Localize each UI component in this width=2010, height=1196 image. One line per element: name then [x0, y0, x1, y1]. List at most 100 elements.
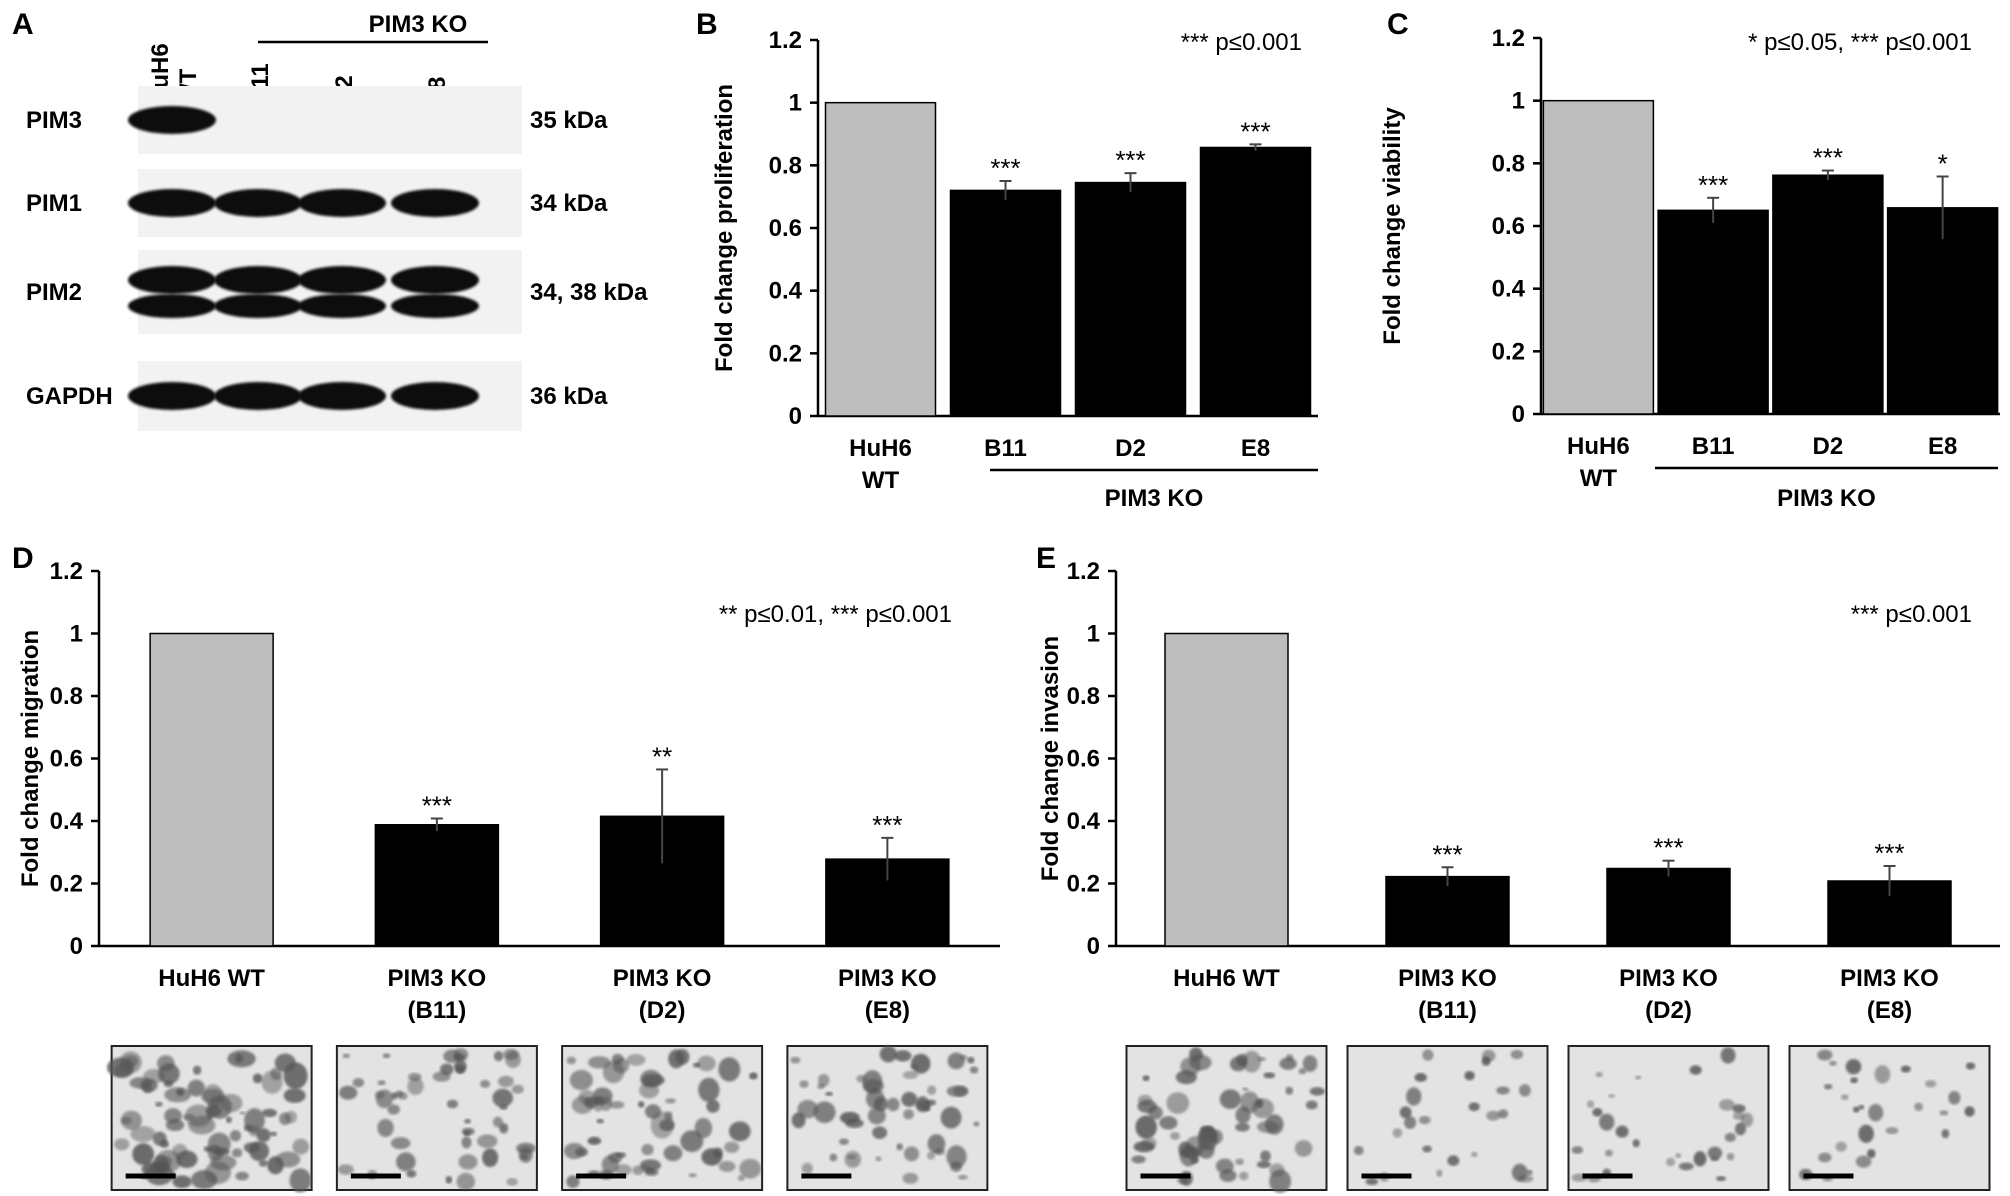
- cell-cluster: [1914, 1102, 1924, 1112]
- cell-cluster: [886, 1097, 900, 1112]
- cell-cluster: [337, 1164, 354, 1175]
- cell-cluster: [129, 1077, 152, 1089]
- chart-b: B 0 0.2 0.4 0.6 0.8 1 1.2 Fold change proliferat…: [696, 8, 1318, 512]
- cell-cluster: [1309, 1087, 1325, 1096]
- cell-cluster: [492, 1116, 503, 1128]
- bar: [149, 632, 274, 947]
- cell-cluster: [463, 1130, 471, 1137]
- cell-cluster: [923, 1105, 931, 1112]
- blot-band: [298, 382, 386, 410]
- cell-cluster: [1716, 1176, 1727, 1182]
- category-label: PIM3 KO: [613, 965, 712, 992]
- category-label: PIM3 KO: [1840, 965, 1939, 992]
- cell-cluster: [518, 1147, 533, 1163]
- cell-cluster: [817, 1083, 825, 1090]
- cell-cluster: [1634, 1075, 1642, 1080]
- cell-cluster: [902, 1172, 919, 1184]
- cell-cluster: [455, 1065, 466, 1075]
- band-size-label: 34, 38 kDa: [530, 279, 648, 306]
- cell-cluster: [219, 1093, 243, 1113]
- significance-legend: * p≤0.05, *** p≤0.001: [1748, 29, 1972, 56]
- cell-cluster: [1734, 1122, 1746, 1136]
- y-tick-label: 0.6: [1067, 746, 1100, 773]
- cell-cluster: [1170, 1131, 1181, 1140]
- cell-cluster: [492, 1088, 514, 1108]
- panel-letter: B: [696, 8, 718, 41]
- cell-cluster: [1141, 1137, 1157, 1150]
- y-tick-label: 0.4: [1492, 276, 1526, 303]
- bar: [1074, 181, 1187, 417]
- cell-cluster: [261, 1108, 277, 1118]
- cell-cluster: [646, 1167, 655, 1174]
- y-axis-label: Fold change invasion: [1037, 636, 1064, 881]
- cell-cluster: [283, 1088, 306, 1103]
- cell-cluster: [172, 1175, 192, 1189]
- cell-cluster: [1365, 1178, 1379, 1186]
- blot-band: [298, 189, 386, 217]
- y-tick-label: 1.2: [50, 558, 83, 585]
- category-label: B11: [1692, 433, 1735, 460]
- cell-cluster: [1707, 1146, 1723, 1160]
- y-tick-label: 1.2: [1067, 558, 1100, 585]
- cell-cluster: [867, 1107, 886, 1125]
- bar: [949, 189, 1062, 417]
- cell-cluster: [1269, 1163, 1285, 1178]
- cell-cluster: [1726, 1152, 1735, 1161]
- cell-cluster: [1666, 1157, 1676, 1167]
- cell-cluster: [706, 1099, 720, 1113]
- cell-cluster: [244, 1108, 265, 1133]
- chart-d: D 0 0.2 0.4 0.6 0.8 1 1.2 Fold change migration *…: [12, 542, 1000, 1193]
- cell-cluster: [1592, 1107, 1603, 1117]
- cell-cluster: [1608, 1094, 1616, 1098]
- cell-cluster: [396, 1152, 416, 1172]
- cell-cluster: [839, 1111, 860, 1124]
- cell-cluster: [829, 1153, 838, 1162]
- cell-cluster: [697, 1055, 716, 1072]
- cell-cluster: [1279, 1057, 1297, 1070]
- protein-label: PIM1: [26, 190, 82, 217]
- y-tick-label: 0.4: [50, 808, 84, 835]
- cell-cluster: [453, 1053, 466, 1061]
- cell-cluster: [1496, 1086, 1510, 1095]
- cell-cluster: [641, 1144, 654, 1156]
- blot-band: [214, 294, 302, 318]
- cell-cluster: [1941, 1129, 1950, 1139]
- cell-cluster: [615, 1164, 632, 1176]
- cell-cluster: [587, 1136, 602, 1145]
- category-label: HuH6: [1567, 433, 1630, 460]
- cell-cluster: [187, 1079, 205, 1097]
- blot-band: [214, 382, 302, 410]
- cell-cluster: [1518, 1084, 1531, 1097]
- y-tick-label: 0: [1512, 401, 1525, 428]
- cell-cluster: [718, 1160, 736, 1172]
- cell-cluster: [718, 1057, 741, 1082]
- category-label: PIM3 KO: [838, 965, 937, 992]
- cell-cluster: [1486, 1110, 1501, 1121]
- y-tick-label: 0.8: [769, 152, 802, 179]
- cell-cluster: [256, 1128, 271, 1143]
- y-tick-label: 0.4: [1067, 808, 1101, 835]
- cell-cluster: [608, 1152, 623, 1164]
- panel-letter: D: [12, 542, 34, 575]
- cell-cluster: [258, 1159, 269, 1167]
- cell-cluster: [1732, 1104, 1746, 1114]
- y-tick-label: 1.2: [769, 27, 802, 54]
- cell-cluster: [1235, 1122, 1250, 1132]
- cell-cluster: [1422, 1145, 1432, 1153]
- cell-cluster: [1242, 1087, 1249, 1092]
- cell-cluster: [1939, 1110, 1949, 1116]
- significance-mark: ***: [1653, 833, 1683, 863]
- blot-band: [298, 294, 386, 318]
- category-label: (B11): [408, 997, 467, 1024]
- y-tick-label: 0.2: [1067, 871, 1100, 898]
- cell-cluster: [1595, 1071, 1603, 1078]
- cell-cluster: [270, 1067, 282, 1081]
- cell-cluster: [865, 1088, 885, 1109]
- cell-cluster: [1868, 1103, 1884, 1122]
- cell-cluster: [479, 1079, 491, 1088]
- category-label: B11: [984, 435, 1027, 462]
- cell-cluster: [1178, 1141, 1193, 1158]
- category-label: D2: [1115, 435, 1146, 462]
- micrograph: [106, 1045, 313, 1193]
